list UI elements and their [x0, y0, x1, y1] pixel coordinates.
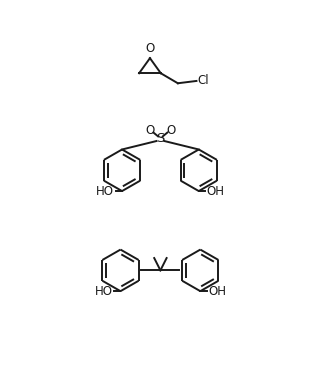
Text: OH: OH: [207, 185, 224, 198]
Text: Cl: Cl: [197, 75, 209, 87]
Text: OH: OH: [208, 285, 226, 298]
Text: S: S: [156, 132, 165, 145]
Text: O: O: [145, 124, 154, 137]
Text: O: O: [167, 124, 176, 137]
Text: O: O: [145, 42, 155, 55]
Text: HO: HO: [96, 185, 114, 198]
Text: HO: HO: [95, 285, 113, 298]
